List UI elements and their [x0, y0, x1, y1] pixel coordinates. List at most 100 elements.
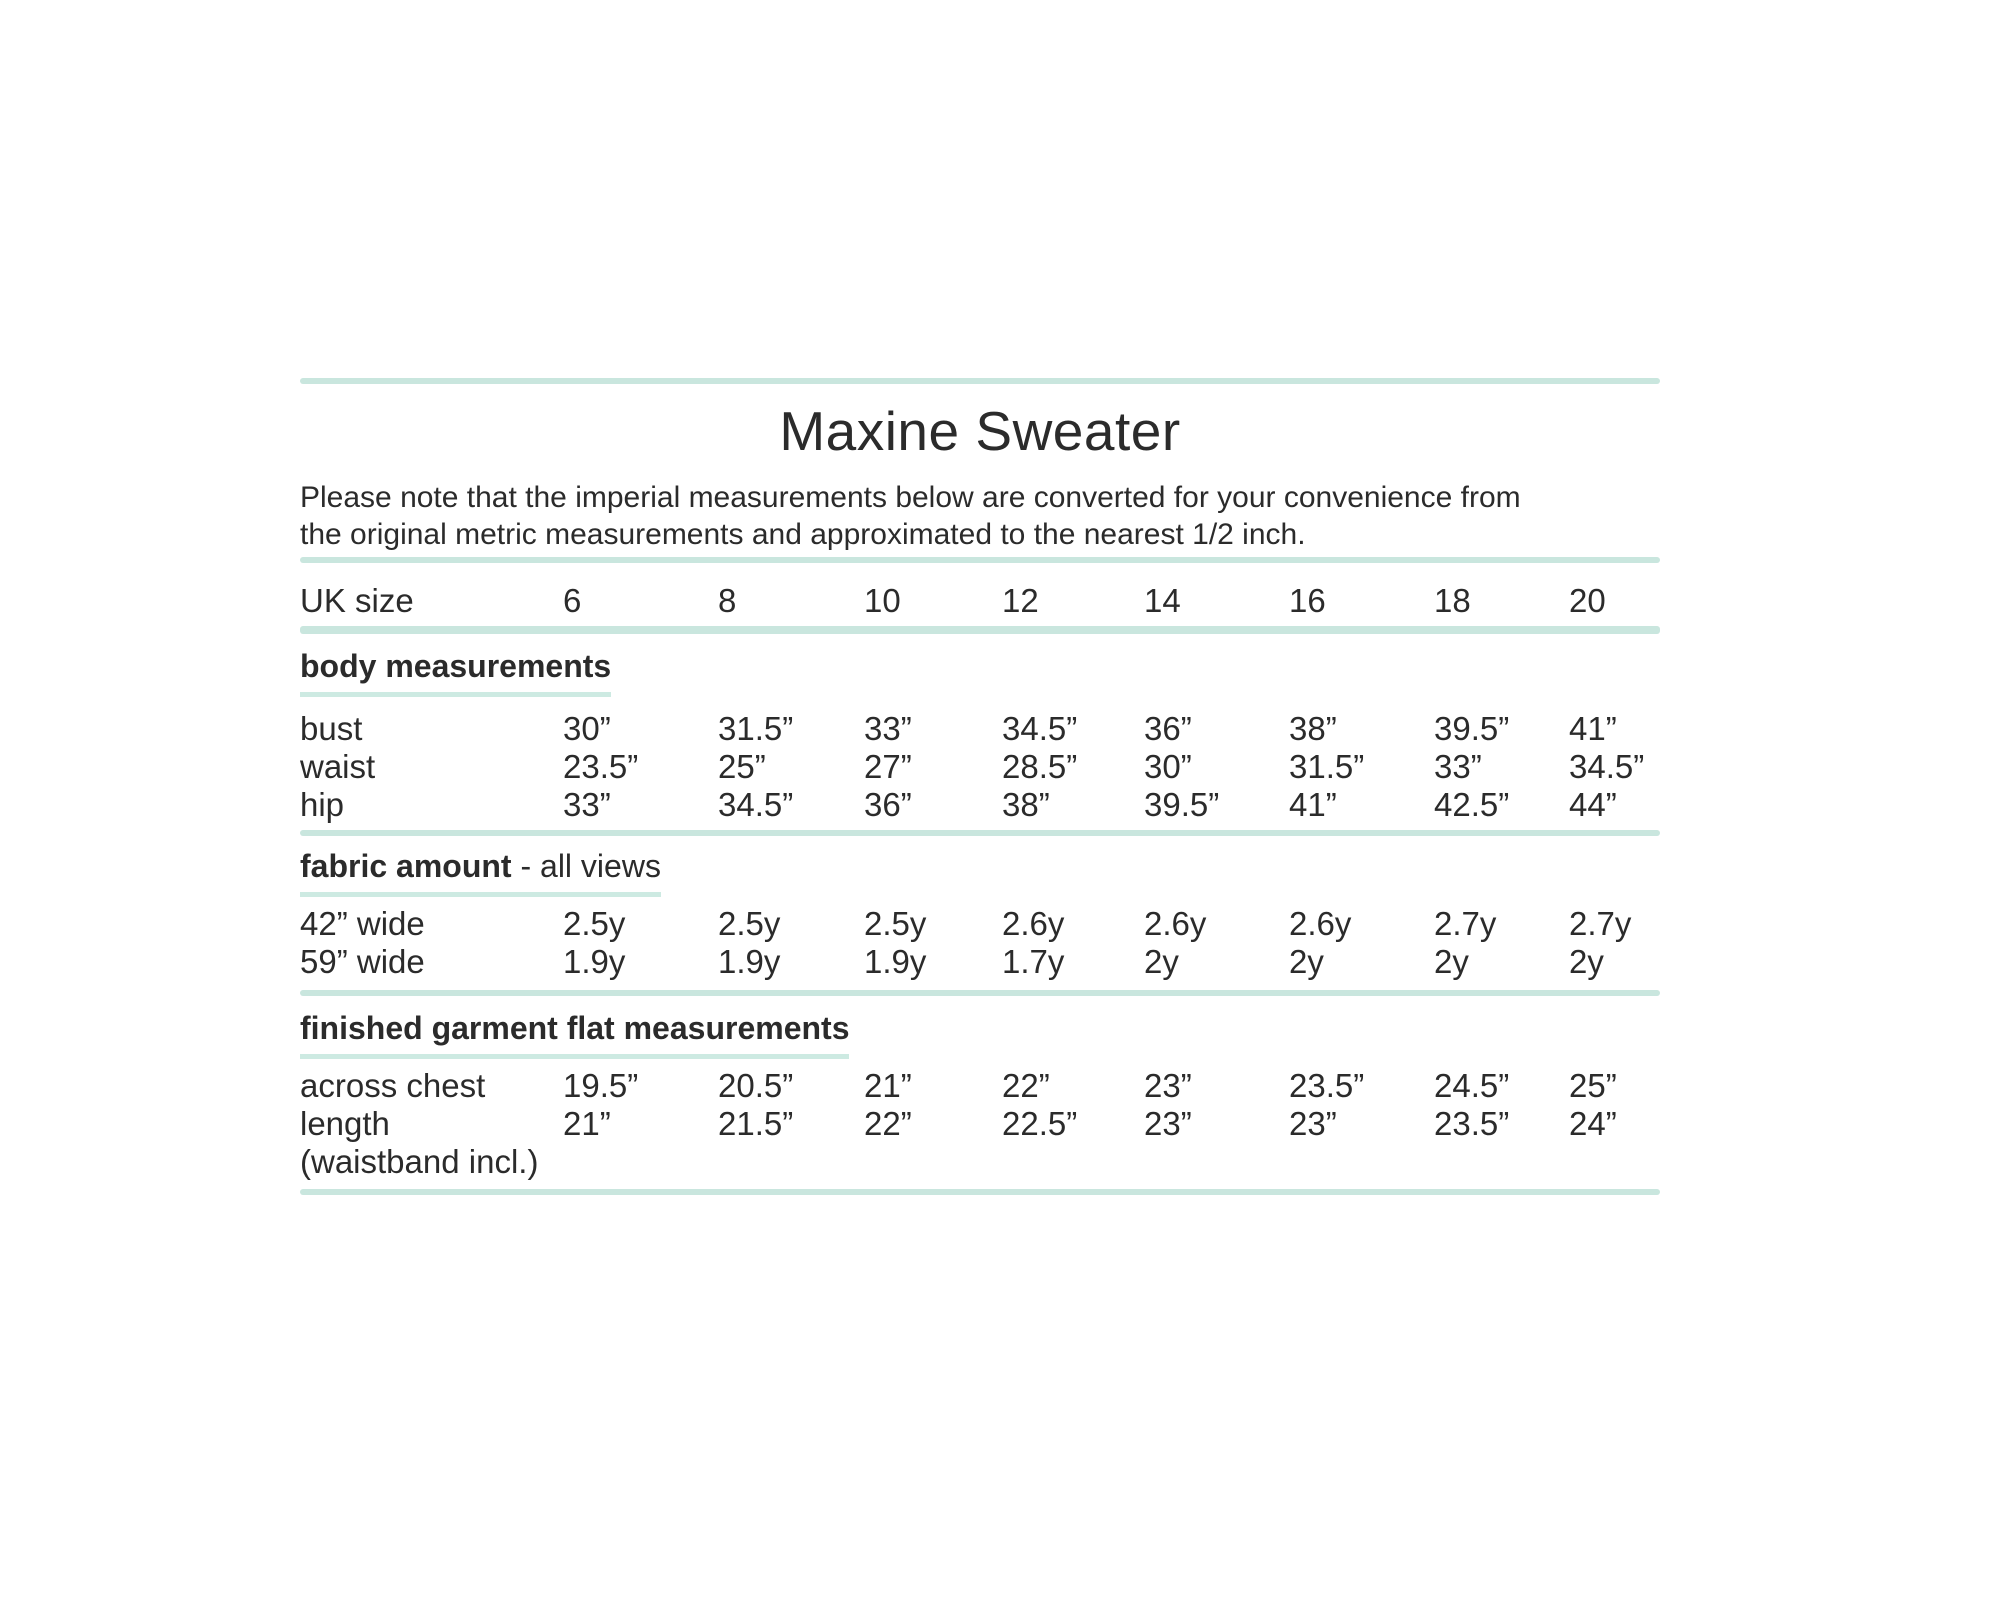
- table-cell: 2y: [1289, 943, 1324, 980]
- table-cell: 34.5”: [718, 786, 794, 823]
- section-body-measurements-heading: body measurements: [300, 648, 1660, 697]
- heading-suffix: - all views: [511, 848, 661, 884]
- table-cell: 22”: [864, 1105, 912, 1142]
- size-row-label: UK size: [300, 582, 414, 619]
- heading-text: body measurements: [300, 648, 612, 697]
- page-title: Maxine Sweater: [779, 400, 1181, 462]
- table-row-42-wide: 42” wide 2.5y 2.5y 2.5y 2.6y 2.6y 2.6y 2…: [300, 905, 1660, 943]
- size-header-cell: 20: [1569, 582, 1606, 619]
- size-header-cell: 12: [1002, 582, 1039, 619]
- table-cell: 28.5”: [1002, 748, 1078, 785]
- row-label: across chest: [300, 1067, 486, 1104]
- size-header-cell: 8: [718, 582, 737, 619]
- table-cell: 23.5”: [1434, 1105, 1510, 1142]
- finished-garment-rows: across chest 19.5” 20.5” 21” 22” 23” 23.…: [300, 1067, 1660, 1181]
- row-label: waist: [300, 748, 376, 785]
- row-label: 59” wide: [300, 943, 425, 980]
- table-cell: 2.7y: [1569, 905, 1632, 942]
- table-cell: 2y: [1144, 943, 1179, 980]
- divider-top: [300, 378, 1660, 384]
- table-cell: 2.6y: [1289, 905, 1352, 942]
- table-cell: 42.5”: [1434, 786, 1510, 823]
- divider-after-body: [300, 830, 1660, 836]
- table-cell: 1.9y: [864, 943, 927, 980]
- table-cell: 2.5y: [563, 905, 626, 942]
- size-header-row: UK size 6 8 10 12 14 16 18 20: [300, 581, 1660, 621]
- table-cell: 23.5”: [563, 748, 639, 785]
- table-row-waist: waist 23.5” 25” 27” 28.5” 30” 31.5” 33” …: [300, 748, 1660, 786]
- row-label: bust: [300, 710, 363, 747]
- table-cell: 2.6y: [1002, 905, 1065, 942]
- table-cell: 2y: [1569, 943, 1604, 980]
- table-cell: 23”: [1144, 1105, 1192, 1142]
- table-cell: 2.5y: [718, 905, 781, 942]
- divider-under-sizes: [300, 626, 1660, 634]
- size-header-cell: 6: [563, 582, 582, 619]
- table-cell: 39.5”: [1434, 710, 1510, 747]
- table-cell: 24.5”: [1434, 1067, 1510, 1104]
- table-cell: 44”: [1569, 786, 1617, 823]
- table-cell: 30”: [563, 710, 611, 747]
- size-header-cell: 14: [1144, 582, 1181, 619]
- table-cell: 41”: [1569, 710, 1617, 747]
- table-cell: 39.5”: [1144, 786, 1220, 823]
- divider-after-fabric: [300, 990, 1660, 996]
- table-row-length: length 21” 21.5” 22” 22.5” 23” 23” 23.5”…: [300, 1105, 1660, 1143]
- table-cell: 22”: [1002, 1067, 1050, 1104]
- table-cell: 33”: [1434, 748, 1482, 785]
- size-header-cell: 16: [1289, 582, 1326, 619]
- table-cell: 24”: [1569, 1105, 1617, 1142]
- table-cell: 21”: [563, 1105, 611, 1142]
- table-cell: 38”: [1002, 786, 1050, 823]
- note-line-1: Please note that the imperial measuremen…: [300, 481, 1521, 514]
- table-row-bust: bust 30” 31.5” 33” 34.5” 36” 38” 39.5” 4…: [300, 710, 1660, 748]
- table-row-waistband-note: (waistband incl.): [300, 1143, 1660, 1181]
- table-cell: 41”: [1289, 786, 1337, 823]
- table-cell: 1.7y: [1002, 943, 1065, 980]
- table-cell: 23”: [1289, 1105, 1337, 1142]
- table-cell: 30”: [1144, 748, 1192, 785]
- body-measurements-rows: bust 30” 31.5” 33” 34.5” 36” 38” 39.5” 4…: [300, 710, 1660, 824]
- table-cell: 2.7y: [1434, 905, 1497, 942]
- table-cell: 2.6y: [1144, 905, 1207, 942]
- row-label: length: [300, 1105, 390, 1142]
- row-label: (waistband incl.): [300, 1143, 539, 1180]
- table-cell: 33”: [864, 710, 912, 747]
- row-label: hip: [300, 786, 345, 823]
- divider-bottom: [300, 1189, 1660, 1195]
- table-cell: 27”: [864, 748, 912, 785]
- table-cell: 33”: [563, 786, 611, 823]
- heading-text: fabric amount - all views: [300, 848, 661, 897]
- note-line-2: the original metric measurements and app…: [300, 518, 1306, 551]
- table-cell: 31.5”: [1289, 748, 1365, 785]
- table-cell: 1.9y: [718, 943, 781, 980]
- table-cell: 2y: [1434, 943, 1469, 980]
- table-cell: 23”: [1144, 1067, 1192, 1104]
- table-cell: 31.5”: [718, 710, 794, 747]
- table-row-59-wide: 59” wide 1.9y 1.9y 1.9y 1.7y 2y 2y 2y 2y: [300, 943, 1660, 981]
- divider-under-note: [300, 557, 1660, 563]
- table-cell: 23.5”: [1289, 1067, 1365, 1104]
- table-cell: 22.5”: [1002, 1105, 1078, 1142]
- size-header-cell: 18: [1434, 582, 1471, 619]
- table-row-hip: hip 33” 34.5” 36” 38” 39.5” 41” 42.5” 44…: [300, 786, 1660, 824]
- table-cell: 19.5”: [563, 1067, 639, 1104]
- table-cell: 34.5”: [1002, 710, 1078, 747]
- heading-text: finished garment flat measurements: [300, 1010, 850, 1059]
- heading-bold-part: fabric amount: [300, 848, 512, 884]
- section-finished-garment-heading: finished garment flat measurements: [300, 1010, 1660, 1059]
- table-cell: 36”: [1144, 710, 1192, 747]
- row-label: 42” wide: [300, 905, 425, 942]
- conversion-note: Please note that the imperial measuremen…: [300, 479, 1660, 553]
- table-cell: 25”: [1569, 1067, 1617, 1104]
- fabric-amount-rows: 42” wide 2.5y 2.5y 2.5y 2.6y 2.6y 2.6y 2…: [300, 905, 1660, 981]
- size-header-cell: 10: [864, 582, 901, 619]
- table-cell: 2.5y: [864, 905, 927, 942]
- table-cell: 34.5”: [1569, 748, 1645, 785]
- table-cell: 25”: [718, 748, 766, 785]
- table-cell: 36”: [864, 786, 912, 823]
- table-cell: 38”: [1289, 710, 1337, 747]
- table-cell: 1.9y: [563, 943, 626, 980]
- table-cell: 21”: [864, 1067, 912, 1104]
- table-row-across-chest: across chest 19.5” 20.5” 21” 22” 23” 23.…: [300, 1067, 1660, 1105]
